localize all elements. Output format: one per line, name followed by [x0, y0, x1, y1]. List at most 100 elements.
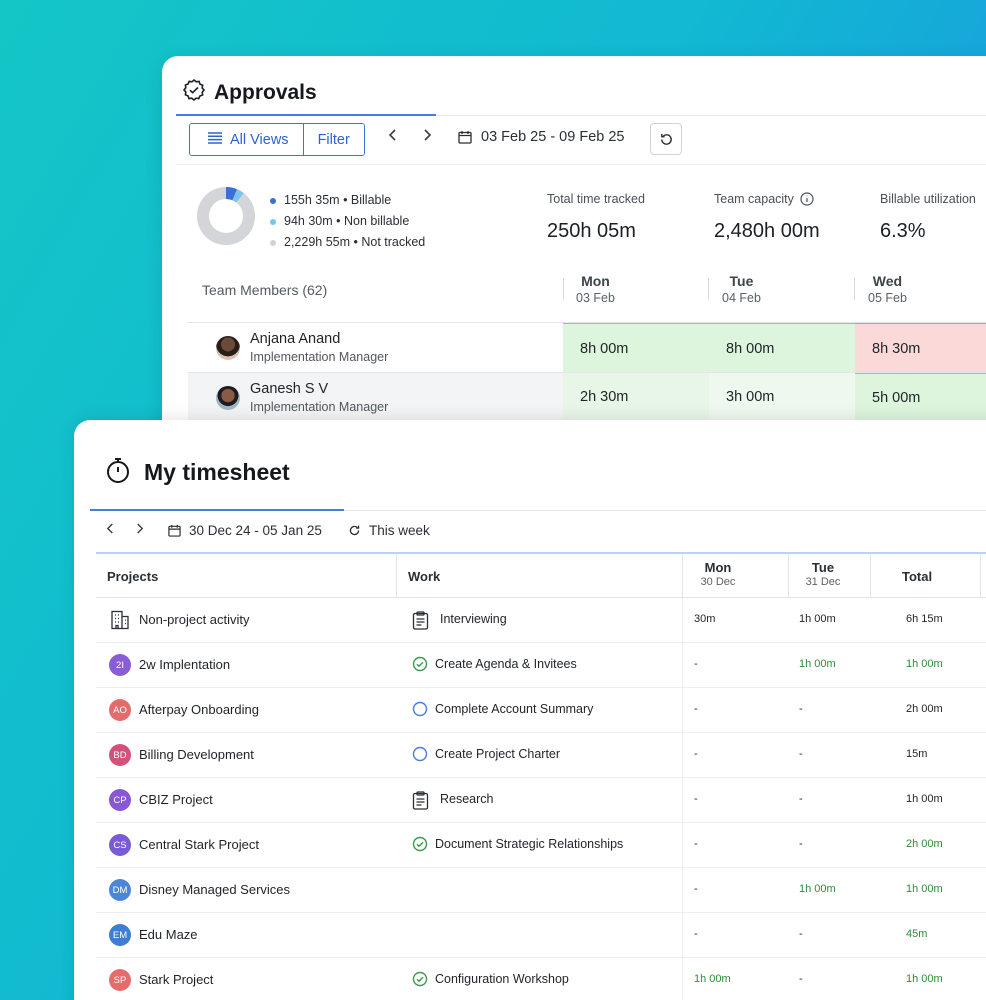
info-icon[interactable] [800, 192, 814, 206]
team-member-row[interactable]: Ganesh S V Implementation Manager 2h 30m… [188, 372, 986, 423]
project-name[interactable]: Central Stark Project [139, 837, 259, 852]
circle-icon [412, 701, 428, 722]
check-circle-icon [412, 971, 428, 992]
mon-hours[interactable]: - [694, 838, 698, 850]
total-header: Total [902, 569, 933, 584]
day-date: 03 Feb [576, 291, 615, 305]
clipboard-icon [412, 791, 429, 815]
hours-cell[interactable]: 5h 00m [855, 373, 986, 423]
column-divider [682, 733, 683, 778]
calendar-icon [168, 524, 181, 537]
next-week-button[interactable] [135, 522, 144, 538]
table-row[interactable]: CP CBIZ Project Research - - 1h 00m [96, 778, 986, 823]
active-tab-indicator [90, 509, 344, 511]
tue-hours[interactable]: - [799, 928, 803, 940]
date-range-picker[interactable]: 03 Feb 25 - 09 Feb 25 [458, 129, 625, 145]
day-name: Tue [729, 273, 754, 289]
refresh-icon [660, 133, 672, 145]
filter-button[interactable]: Filter [303, 124, 364, 155]
total-hours: 45m [906, 928, 928, 940]
tue-hours[interactable]: 1h 00m [799, 658, 836, 670]
column-divider [854, 278, 855, 300]
clipboard-icon [412, 611, 429, 635]
project-name[interactable]: Non-project activity [139, 612, 250, 627]
project-avatar: SP [109, 969, 131, 991]
all-views-label: All Views [230, 131, 289, 148]
tue-hours[interactable]: - [799, 793, 803, 805]
table-row[interactable]: CS Central Stark Project Document Strate… [96, 823, 986, 868]
work-item-name[interactable]: Create Project Charter [435, 747, 561, 761]
work-item-name[interactable]: Create Agenda & Invitees [435, 657, 577, 671]
project-name[interactable]: Billing Development [139, 747, 254, 762]
mon-hours[interactable]: - [694, 793, 698, 805]
work-item-name[interactable]: Complete Account Summary [435, 702, 594, 716]
hours-cell[interactable]: 8h 00m [563, 323, 709, 373]
day-header-tue: Tue 31 Dec [798, 560, 848, 588]
tue-hours[interactable]: - [799, 973, 803, 985]
mon-hours[interactable]: - [694, 658, 698, 670]
work-item-name[interactable]: Research [440, 792, 494, 806]
member-name: Anjana Anand [250, 331, 341, 347]
refresh-button[interactable] [650, 123, 682, 155]
stat-value: 2,480h 00m [714, 220, 820, 242]
column-divider [870, 554, 871, 598]
project-name[interactable]: Afterpay Onboarding [139, 702, 259, 717]
mon-hours[interactable]: - [694, 883, 698, 895]
stat-label: Team capacity [714, 192, 794, 206]
tue-hours[interactable]: - [799, 838, 803, 850]
table-row[interactable]: Non-project activity Interviewing 30m 1h… [96, 598, 986, 643]
tue-hours[interactable]: - [799, 748, 803, 760]
column-divider [682, 554, 683, 598]
column-divider [980, 554, 981, 598]
hours-cell[interactable]: 3h 00m [709, 373, 855, 423]
circle-icon [412, 746, 428, 767]
hours-cell[interactable]: 8h 00m [709, 323, 855, 373]
team-member-row[interactable]: Anjana Anand Implementation Manager 8h 0… [188, 322, 986, 373]
mon-hours[interactable]: 30m [694, 613, 716, 625]
project-name[interactable]: Stark Project [139, 972, 214, 987]
approvals-header: Approvals [182, 78, 317, 107]
all-views-button[interactable]: All Views [190, 124, 304, 155]
this-week-button[interactable]: This week [348, 523, 430, 538]
total-hours: 2h 00m [906, 703, 943, 715]
list-icon [208, 131, 222, 148]
project-avatar: DM [109, 879, 131, 901]
table-row[interactable]: AO Afterpay Onboarding Complete Account … [96, 688, 986, 733]
work-item-name[interactable]: Interviewing [440, 612, 507, 626]
mon-hours[interactable]: - [694, 928, 698, 940]
hours-cell[interactable]: 8h 30m [855, 323, 986, 373]
tue-hours[interactable]: 1h 00m [799, 883, 836, 895]
table-row[interactable]: EM Edu Maze - - 45m [96, 913, 986, 958]
timesheet-card: My timesheet 30 Dec 24 - 05 Jan 25 This … [74, 420, 986, 1000]
toolbar-divider [96, 552, 986, 554]
project-avatar: BD [109, 744, 131, 766]
work-header: Work [408, 569, 441, 584]
prev-week-button[interactable] [388, 128, 398, 147]
toolbar-divider [176, 164, 986, 165]
project-name[interactable]: Disney Managed Services [139, 882, 291, 897]
this-week-label: This week [369, 523, 430, 538]
mon-hours[interactable]: - [694, 748, 698, 760]
work-item-name[interactable]: Configuration Workshop [435, 972, 569, 986]
table-row[interactable]: BD Billing Development Create Project Ch… [96, 733, 986, 778]
prev-week-button[interactable] [106, 522, 115, 538]
view-toolbar: All Views Filter [189, 123, 365, 156]
project-name[interactable]: Edu Maze [139, 927, 198, 942]
tue-hours[interactable]: 1h 00m [799, 613, 836, 625]
day-date: 30 Dec [700, 576, 736, 588]
hours-cell[interactable]: 2h 30m [563, 373, 709, 423]
mon-hours[interactable]: 1h 00m [694, 973, 731, 985]
mon-hours[interactable]: - [694, 703, 698, 715]
project-name[interactable]: 2w Implentation [139, 657, 231, 672]
stat-label-row: Team capacity [714, 192, 820, 206]
tue-hours[interactable]: - [799, 703, 803, 715]
table-row[interactable]: DM Disney Managed Services - 1h 00m 1h 0… [96, 868, 986, 913]
time-legend: 155h 35m • Billable 94h 30m • Non billab… [270, 190, 425, 253]
chevron-left-icon [388, 129, 396, 141]
work-item-name[interactable]: Document Strategic Relationships [435, 837, 624, 851]
project-name[interactable]: CBIZ Project [139, 792, 213, 807]
next-week-button[interactable] [422, 128, 432, 147]
table-row[interactable]: 2I 2w Implentation Create Agenda & Invit… [96, 643, 986, 688]
table-row[interactable]: SP Stark Project Configuration Workshop … [96, 958, 986, 1000]
date-range-picker[interactable]: 30 Dec 24 - 05 Jan 25 [168, 523, 322, 538]
